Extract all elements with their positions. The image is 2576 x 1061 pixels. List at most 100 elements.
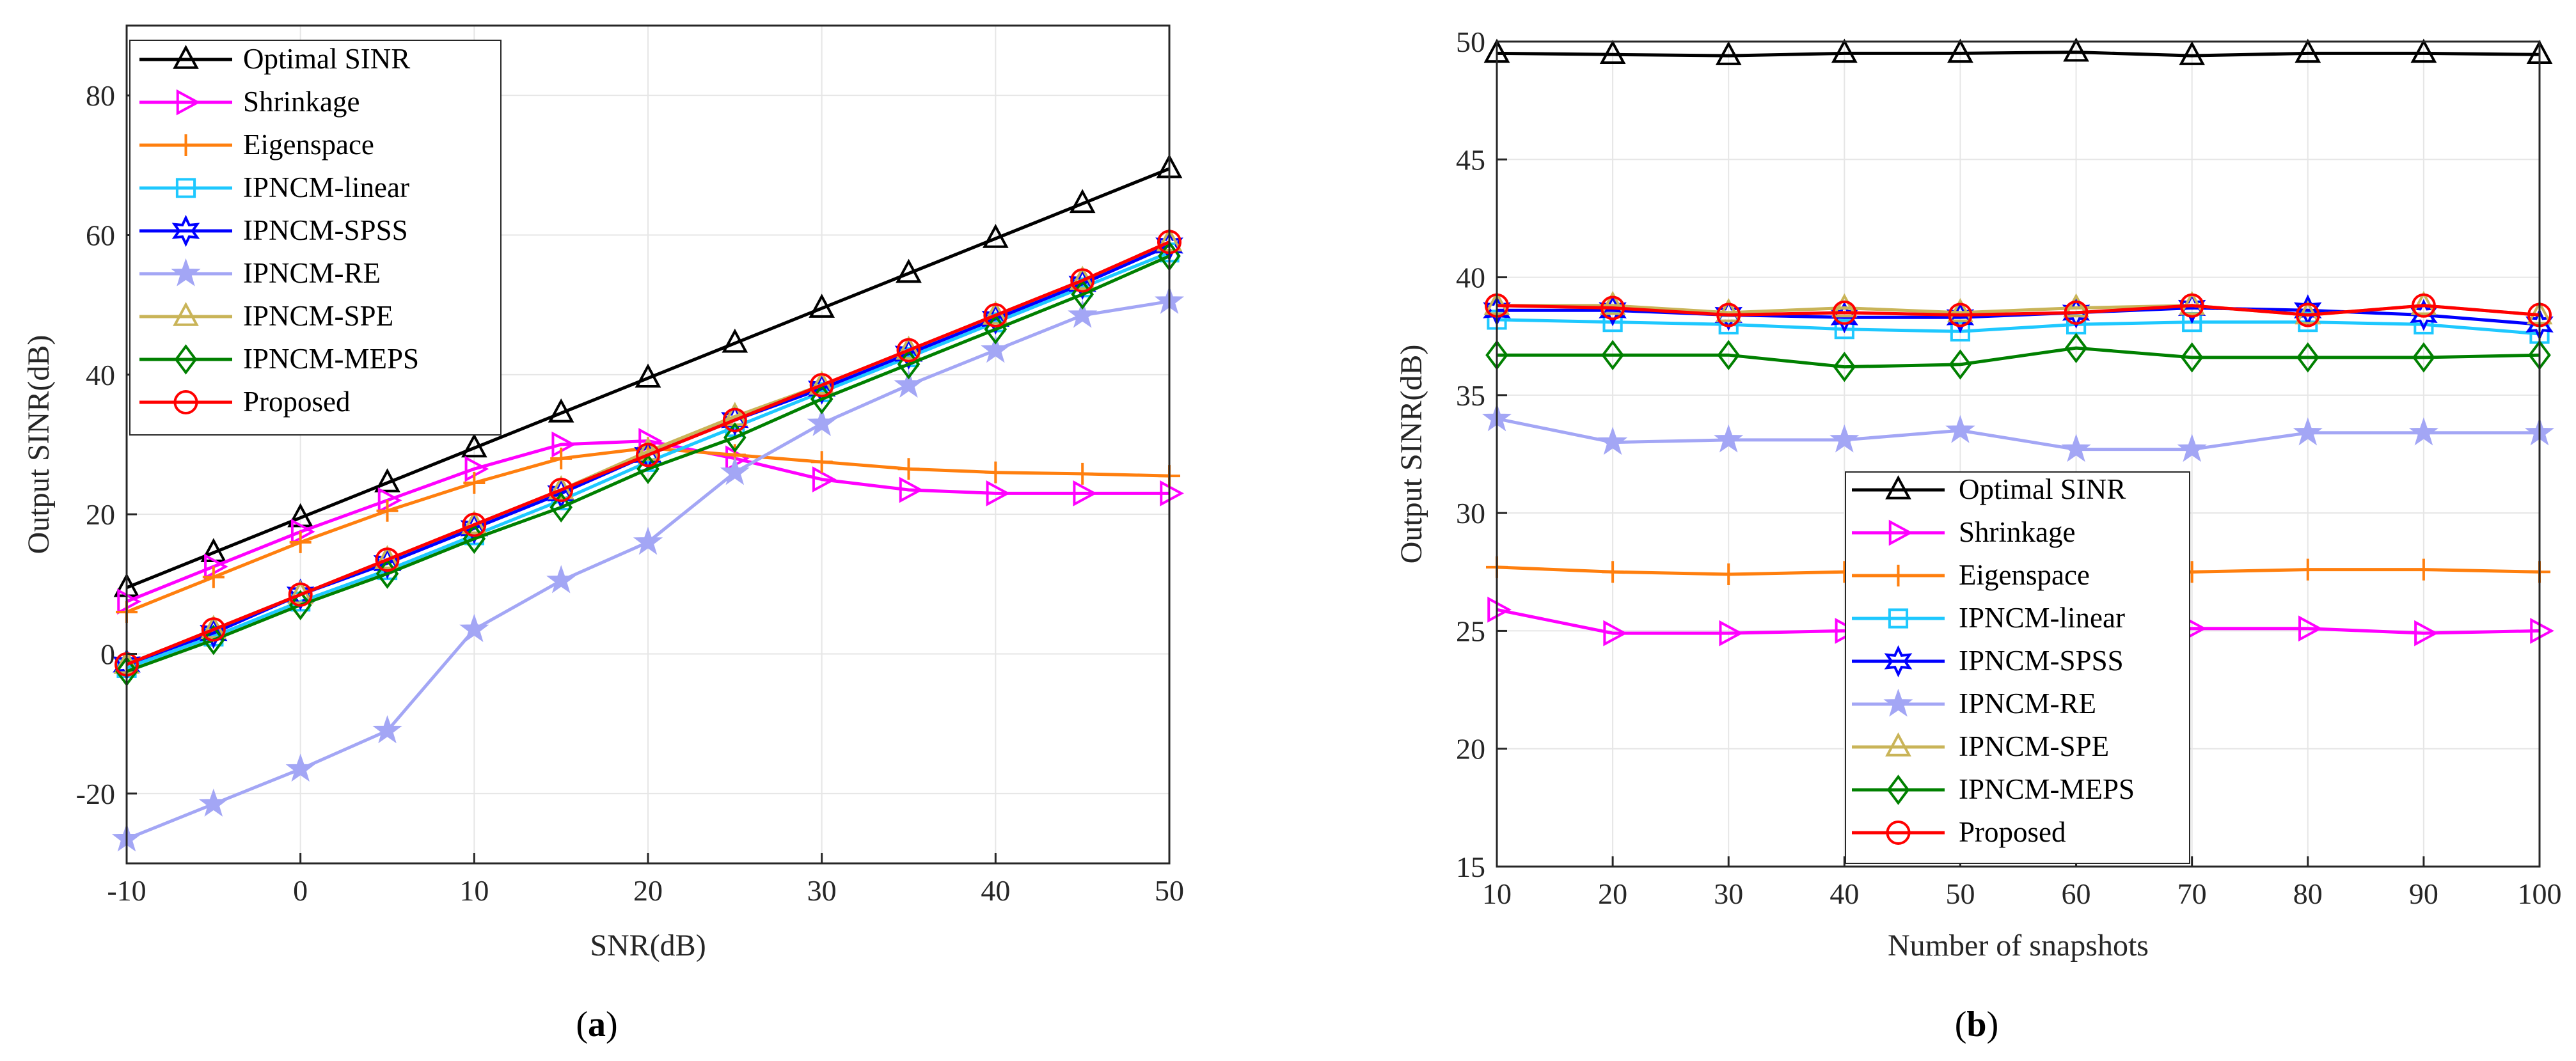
panel-b-point-ipncm-linear xyxy=(1950,321,1971,342)
panel-a-point-shrinkage xyxy=(812,466,837,492)
panel-b-line-ipncm-linear xyxy=(1496,318,2540,336)
panel-b-legend: Optimal SINR Shrinkage Eigenspace IPNCM-lin… xyxy=(1845,471,2190,864)
panel-b-point-eigenspace xyxy=(1602,561,1624,583)
panel-a-point-shrinkage xyxy=(986,480,1011,507)
panel-a-legend-marker-ipncm-linear xyxy=(175,178,196,198)
panel-b-point-eigenspace xyxy=(2296,558,2319,581)
panel-a-xtick-label: 30 xyxy=(807,874,837,907)
panel-b-point-proposed xyxy=(1600,295,1625,320)
panel-a-point-ipncm-re xyxy=(720,457,750,485)
panel-b-point-ipncm-re xyxy=(2177,434,2207,462)
panel-a-xtick-label: 40 xyxy=(981,874,1010,907)
panel-a-point-eigenspace xyxy=(202,566,225,588)
panel-a-point-eigenspace xyxy=(550,447,573,469)
panel-b-line-proposed xyxy=(1496,304,2540,317)
panel-b-legend-label-proposed: Proposed xyxy=(1959,816,2066,848)
panel-b-xlabel: Number of snapshots xyxy=(1888,929,2149,963)
panel-a-point-optimal-sinr xyxy=(461,433,487,458)
panel-b-legend-marker-optimal-sinr xyxy=(1885,475,1911,499)
panel-a-point-optimal-sinr xyxy=(1069,189,1096,214)
panel-b-ytick-label: 40 xyxy=(1456,262,1485,294)
panel-b-ytick-label: 45 xyxy=(1456,143,1485,176)
panel-b-xtick-label: 60 xyxy=(2062,877,2091,910)
panel-b-ytick-label: 25 xyxy=(1456,615,1485,647)
panel-a-point-eigenspace xyxy=(1071,462,1094,485)
panel-a-legend-marker-ipncm-meps xyxy=(174,344,198,375)
panel-a-point-ipncm-meps xyxy=(288,590,312,620)
panel-b-ytick-label: 35 xyxy=(1456,379,1485,412)
panel-b-point-ipncm-meps xyxy=(2180,342,2204,373)
panel-a-point-ipncm-re xyxy=(198,788,228,817)
panel-a-legend-marker-optimal-sinr xyxy=(173,45,199,69)
panel-b-point-eigenspace xyxy=(2412,558,2435,581)
panel-a-point-optimal-sinr xyxy=(809,294,835,318)
panel-a-ytick-label: 40 xyxy=(86,359,115,391)
panel-a-point-ipncm-re xyxy=(981,334,1011,363)
panel-a-ytick-label: 80 xyxy=(86,79,115,112)
panel-b-point-proposed xyxy=(2295,303,2320,327)
panel-a-point-shrinkage xyxy=(551,431,576,458)
panel-b-xtick-label: 100 xyxy=(2518,877,2562,910)
panel-b-xtick-label: 10 xyxy=(1482,877,1512,910)
panel-b-legend-marker-ipncm-re xyxy=(1883,688,1913,717)
panel-b-legend-marker-ipncm-linear xyxy=(1888,608,1909,629)
panel-b-point-ipncm-spss xyxy=(1714,299,1742,331)
panel-a-legend-label-ipncm-linear: IPNCM-linear xyxy=(243,171,409,203)
panel-b-point-ipncm-spe xyxy=(1831,293,1858,318)
panel-b-point-proposed xyxy=(1948,303,1973,327)
panel-a-legend-label-optimal-sinr: Optimal SINR xyxy=(243,43,410,75)
panel-a-ytick-label: 20 xyxy=(86,498,115,531)
panel-b-xtick-label: 30 xyxy=(1714,877,1743,910)
panel-a-legend-label-eigenspace: Eigenspace xyxy=(243,129,374,161)
panel-b: 10 20 30 40 50 60 70 80 90 100 15 20 25 30 35 40 45 50 Nu… xyxy=(1395,26,2562,1044)
panel-b-legend-marker-ipncm-spe xyxy=(1885,732,1911,757)
panel-b-point-ipncm-re xyxy=(2408,417,2438,446)
panel-a-legend-label-ipncm-spe: IPNCM-SPE xyxy=(243,300,393,332)
panel-a-xtick-label: 0 xyxy=(293,874,308,907)
panel-a-point-eigenspace xyxy=(897,458,920,480)
panel-a-legend-label-ipncm-meps: IPNCM-MEPS xyxy=(243,343,419,375)
panel-a-xtick-label: 20 xyxy=(633,874,663,907)
panel-b-legend-label-shrinkage: Shrinkage xyxy=(1959,516,2075,548)
panel-b-axes-frame xyxy=(1496,40,2541,868)
panel-b-ytick-label: 30 xyxy=(1456,497,1485,530)
panel-b-xtick-label: 90 xyxy=(2409,877,2438,910)
panel-b-point-ipncm-spe xyxy=(1599,290,1626,315)
panel-a-point-shrinkage xyxy=(1160,480,1184,507)
panel-a-point-ipncm-re xyxy=(546,565,576,593)
panel-b-ytick-label: 15 xyxy=(1456,851,1485,883)
panel-a-ytick-label: 0 xyxy=(100,638,115,671)
panel-a-series-optimal-sinr xyxy=(113,153,1183,597)
panel-a-legend-label-shrinkage: Shrinkage xyxy=(243,86,360,118)
panel-b-xtick-label: 20 xyxy=(1598,877,1627,910)
panel-a-line-proposed xyxy=(126,240,1171,666)
panel-a-ylabel: Output SINR(dB) xyxy=(22,335,56,554)
panel-b-series-ipncm-re xyxy=(1482,403,2555,462)
panel-b-ytick-label: 20 xyxy=(1456,733,1485,766)
panel-b-point-proposed xyxy=(1716,303,1741,327)
panel-a-point-eigenspace xyxy=(289,531,312,553)
panel-b-legend-label-ipncm-spe: IPNCM-SPE xyxy=(1959,730,2109,762)
panel-b-legend-label-ipncm-spss: IPNCM-SPSS xyxy=(1959,645,2124,677)
panel-b-ticks: 10 20 30 40 50 60 70 80 90 100 15 20 25 30 35 40 45 50 xyxy=(1456,26,2562,910)
panel-b-point-shrinkage xyxy=(2414,620,2438,647)
panel-b-legend-marker-shrinkage xyxy=(1888,519,1913,546)
panel-b-point-proposed xyxy=(1832,300,1857,325)
panel-a-point-proposed xyxy=(722,407,747,432)
panel-a-xlabel: SNR(dB) xyxy=(590,929,706,963)
panel-a-point-proposed xyxy=(1070,268,1095,293)
panel-b-series-ipncm-linear xyxy=(1487,310,2550,344)
panel-a-series xyxy=(111,153,1185,852)
panel-a-caption: (a) xyxy=(576,1005,617,1044)
panel-b-point-optimal-sinr xyxy=(2295,38,2321,63)
panel-a-point-ipncm-meps xyxy=(202,624,225,656)
panel-a-legend-marker-ipncm-spss xyxy=(171,214,200,248)
panel-a-point-eigenspace xyxy=(810,451,833,473)
panel-b-line-ipncm-meps xyxy=(1497,346,2540,369)
panel-b-point-ipncm-meps xyxy=(1601,340,1624,370)
panel-a-point-optimal-sinr xyxy=(635,363,661,388)
panel-a-point-ipncm-meps xyxy=(723,422,747,453)
panel-b-ylabel: Output SINR(dB) xyxy=(1395,345,1428,564)
panel-a-point-eigenspace xyxy=(984,461,1007,483)
